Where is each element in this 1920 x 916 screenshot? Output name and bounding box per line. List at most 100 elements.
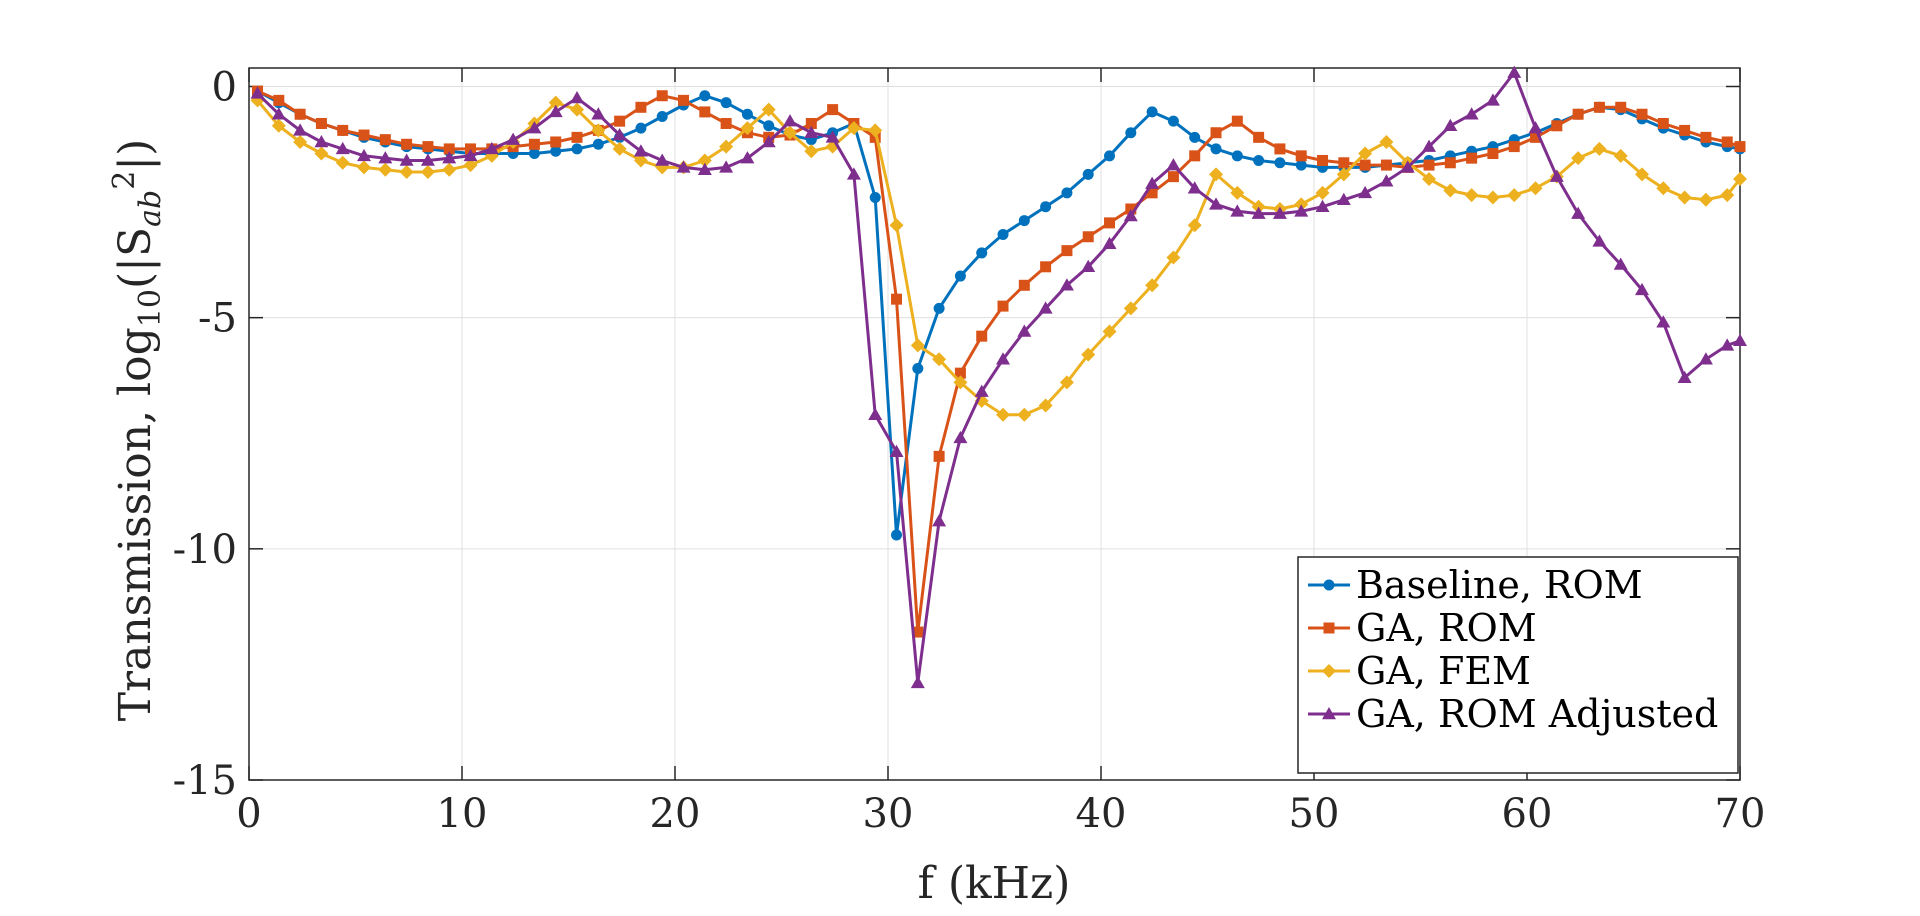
- data-point-baseline-rom: [550, 145, 562, 157]
- data-point-ga-rom: [1274, 143, 1286, 155]
- data-point-ga-rom: [891, 293, 903, 305]
- data-point-ga-rom-adjusted: [1315, 199, 1330, 212]
- legend-label-ga-rom: GA, ROM: [1356, 606, 1537, 650]
- data-point-ga-fem: [697, 153, 712, 168]
- data-point-ga-rom: [976, 330, 988, 342]
- data-point-ga-rom-adjusted: [1571, 206, 1586, 219]
- data-point-baseline-rom: [1210, 143, 1222, 155]
- data-point-baseline-rom: [1146, 106, 1158, 118]
- data-point-ga-fem: [1677, 190, 1692, 205]
- legend-entry-baseline-rom: Baseline, ROM: [1308, 563, 1643, 607]
- data-point-ga-rom-adjusted: [1272, 206, 1287, 219]
- data-point-ga-fem: [932, 352, 947, 367]
- legend-label-baseline-rom: Baseline, ROM: [1356, 563, 1643, 607]
- data-point-ga-fem: [1507, 188, 1522, 203]
- legend-box: [1297, 556, 1739, 774]
- data-point-ga-fem: [1528, 181, 1543, 196]
- y-axis-label-open: (|S: [110, 227, 161, 289]
- data-point-ga-rom: [294, 108, 306, 120]
- y-tick-label: -5: [198, 296, 237, 342]
- data-point-ga-fem: [399, 165, 414, 180]
- data-point-ga-rom: [933, 450, 945, 462]
- plot-area-frame: [248, 67, 1741, 781]
- legend-entry-ga-fem: GA, FEM: [1308, 649, 1531, 693]
- data-point-ga-rom-adjusted: [740, 151, 755, 164]
- data-point-ga-rom: [1338, 157, 1350, 169]
- data-point-ga-fem: [1059, 375, 1074, 390]
- y-tick-label: -10: [173, 527, 237, 573]
- data-point-ga-rom-adjusted: [953, 430, 968, 444]
- data-point-ga-fem: [719, 139, 734, 154]
- data-point-baseline-rom: [1167, 115, 1179, 127]
- data-point-ga-rom-adjusted: [271, 107, 286, 120]
- data-point-baseline-rom: [741, 108, 753, 120]
- data-point-ga-fem: [1358, 146, 1373, 161]
- data-point-baseline-rom: [635, 122, 647, 134]
- data-point-ga-fem: [1464, 188, 1479, 203]
- data-point-ga-rom: [315, 117, 327, 129]
- data-point-baseline-rom: [656, 111, 668, 123]
- data-point-ga-rom-adjusted: [570, 91, 585, 104]
- y-axis-label-main: Transmission, log: [110, 327, 161, 721]
- data-point-ga-fem: [1145, 278, 1160, 293]
- data-point-ga-rom: [635, 101, 647, 113]
- data-point-ga-rom-adjusted: [1017, 324, 1032, 337]
- data-point-ga-fem: [1720, 188, 1735, 203]
- data-point-baseline-rom: [912, 363, 924, 375]
- data-point-ga-rom-adjusted: [1507, 65, 1522, 78]
- data-point-ga-fem: [357, 160, 372, 175]
- data-point-ga-rom-adjusted: [846, 167, 861, 180]
- data-point-ga-rom: [443, 143, 455, 155]
- legend-entry-ga-rom: GA, ROM: [1308, 606, 1537, 650]
- data-point-ga-fem: [1336, 167, 1351, 182]
- legend-label-ga-rom-adjusted: GA, ROM Adjusted: [1356, 692, 1718, 736]
- data-point-ga-fem: [1698, 192, 1713, 207]
- data-point-ga-rom-adjusted: [1187, 181, 1202, 194]
- data-point-ga-rom: [1636, 108, 1648, 120]
- data-point-baseline-rom: [1231, 150, 1243, 162]
- data-point-ga-fem: [761, 102, 776, 117]
- data-point-ga-rom: [1593, 101, 1605, 113]
- data-point-ga-rom: [1508, 141, 1520, 153]
- data-point-ga-rom: [571, 131, 583, 143]
- data-point-ga-fem: [271, 118, 286, 133]
- data-point-ga-rom: [401, 138, 413, 150]
- data-point-ga-rom-adjusted: [548, 104, 563, 118]
- data-point-ga-rom: [1679, 124, 1691, 136]
- y-axis-label-subscript: ab: [133, 190, 168, 227]
- legend-label-ga-fem: GA, FEM: [1356, 649, 1531, 693]
- data-point-ga-rom: [1146, 187, 1158, 199]
- data-point-baseline-rom: [1189, 131, 1201, 143]
- data-point-ga-rom: [1040, 261, 1052, 273]
- data-point-ga-rom: [1657, 117, 1669, 129]
- data-point-baseline-rom: [933, 302, 945, 314]
- legend-marker-ga-fem: [1322, 664, 1336, 678]
- data-point-ga-rom-adjusted: [974, 384, 989, 397]
- data-point-ga-fem: [1733, 171, 1747, 186]
- data-point-ga-fem: [783, 125, 798, 140]
- legend-marker-baseline-rom: [1323, 579, 1335, 591]
- data-point-ga-fem: [1230, 185, 1245, 200]
- data-point-ga-fem: [1209, 167, 1224, 182]
- data-point-ga-rom-adjusted: [463, 148, 478, 162]
- data-point-ga-rom: [1423, 159, 1435, 171]
- data-point-ga-rom-adjusted: [1733, 333, 1747, 347]
- data-point-ga-rom-adjusted: [1294, 204, 1309, 217]
- data-point-baseline-rom: [1040, 201, 1052, 213]
- data-point-ga-fem: [1443, 183, 1458, 198]
- data-point-ga-rom-adjusted: [1209, 197, 1224, 210]
- data-point-ga-rom-adjusted: [655, 153, 670, 166]
- data-point-ga-rom: [358, 129, 370, 141]
- data-point-ga-rom: [805, 117, 817, 129]
- data-point-ga-fem: [910, 338, 925, 353]
- x-tick-label: 0: [236, 791, 261, 837]
- data-point-ga-fem: [591, 123, 606, 138]
- data-point-ga-fem: [335, 155, 350, 170]
- data-point-baseline-rom: [528, 148, 540, 160]
- series-ga-rom-adjusted: [250, 65, 1747, 689]
- data-point-baseline-rom: [1082, 168, 1094, 180]
- data-point-baseline-rom: [997, 228, 1009, 240]
- data-point-ga-rom: [337, 124, 349, 136]
- series-ga-fem: [250, 93, 1747, 422]
